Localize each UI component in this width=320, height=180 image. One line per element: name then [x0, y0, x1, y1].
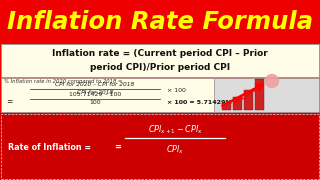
Text: Rate of Inflation =: Rate of Inflation =: [8, 143, 94, 152]
Text: × 100 = 5.71429%: × 100 = 5.71429%: [167, 100, 232, 105]
Text: CPI for 2020 – CPI for 2018: CPI for 2020 – CPI for 2018: [55, 82, 135, 87]
Text: × 100: × 100: [167, 87, 186, 93]
FancyBboxPatch shape: [1, 78, 214, 112]
FancyBboxPatch shape: [214, 78, 319, 112]
Text: CPI for 2018: CPI for 2018: [77, 90, 113, 95]
Text: Inflation Rate Formula: Inflation Rate Formula: [7, 10, 313, 34]
FancyBboxPatch shape: [0, 0, 320, 43]
Text: 105.71429 – 100: 105.71429 – 100: [69, 92, 121, 97]
FancyBboxPatch shape: [222, 103, 231, 110]
FancyBboxPatch shape: [0, 113, 320, 180]
Text: $CPI_x$: $CPI_x$: [166, 144, 184, 156]
Text: Inflation rate = (Current period CPI – Prior
period CPI)/Prior period CPI: Inflation rate = (Current period CPI – P…: [52, 49, 268, 72]
FancyBboxPatch shape: [244, 90, 253, 110]
Text: =: =: [115, 143, 122, 152]
Circle shape: [266, 75, 278, 87]
FancyBboxPatch shape: [255, 79, 264, 110]
Text: INFLATION: INFLATION: [232, 84, 262, 106]
Text: % Inflation rate in 2020 compared to 2018 =: % Inflation rate in 2020 compared to 201…: [4, 78, 122, 84]
Text: =: =: [6, 98, 12, 107]
Text: $CPI_{x+1}-CPI_x$: $CPI_{x+1}-CPI_x$: [148, 123, 202, 136]
Text: 100: 100: [89, 100, 101, 105]
FancyBboxPatch shape: [1, 44, 319, 77]
FancyBboxPatch shape: [233, 97, 242, 110]
